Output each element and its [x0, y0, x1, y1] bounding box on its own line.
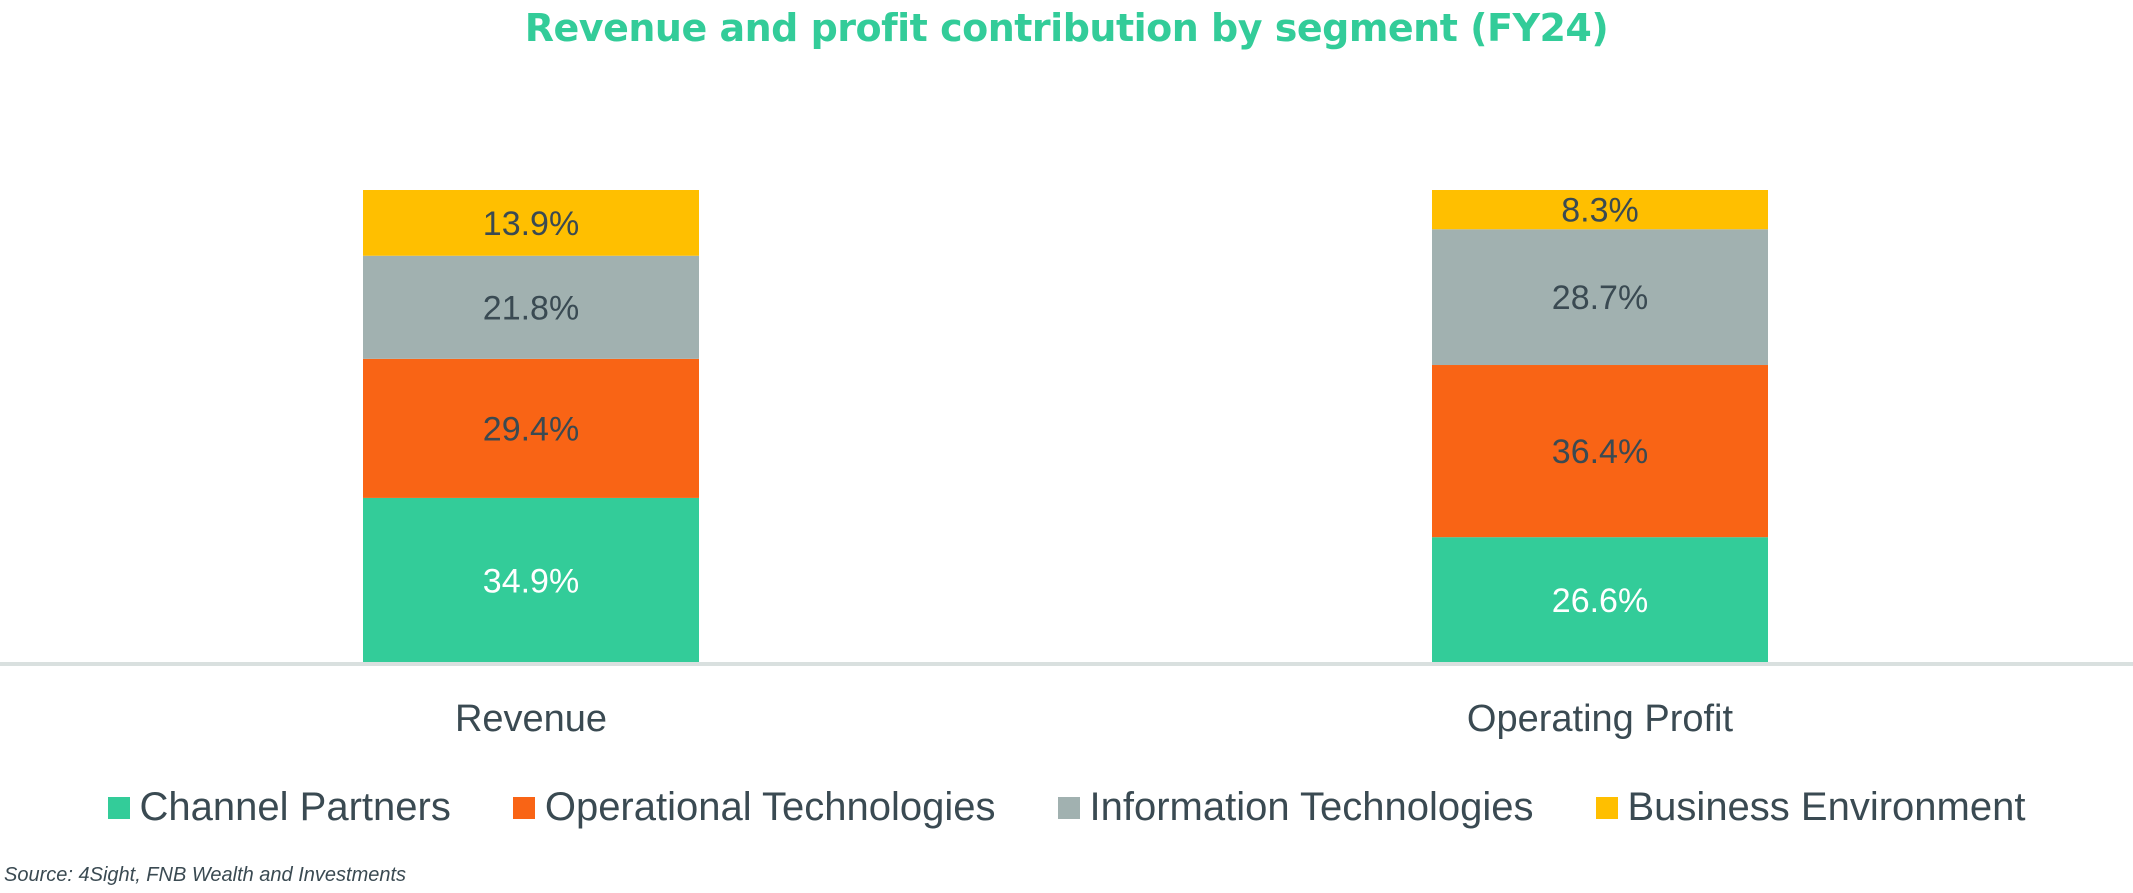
- source-note: Source: 4Sight, FNB Wealth and Investmen…: [4, 864, 407, 886]
- data-label: 26.6%: [1552, 582, 1648, 620]
- data-label: 8.3%: [1561, 192, 1639, 230]
- bar-segment: [363, 190, 699, 256]
- bar-segment: [1432, 365, 1768, 538]
- legend-swatch: [107, 796, 130, 819]
- category-label: Revenue: [455, 698, 607, 740]
- legend-swatch: [512, 796, 535, 819]
- bar-segment: [1432, 229, 1768, 366]
- bar-segment: [1432, 190, 1768, 230]
- data-label: 29.4%: [483, 410, 579, 448]
- data-label: 34.9%: [483, 562, 579, 600]
- bar-segment: [363, 497, 699, 663]
- data-label: 36.4%: [1552, 433, 1648, 471]
- legend-label: Information Technologies: [1089, 785, 1534, 829]
- bar-segment: [1432, 537, 1768, 663]
- legend-label: Business Environment: [1627, 785, 2026, 829]
- legend-item: Business Environment: [1595, 785, 2026, 830]
- legend-swatch: [1595, 796, 1618, 819]
- legend-label: Operational Technologies: [544, 785, 996, 829]
- legend: Channel Partners Operational Technologies…: [0, 785, 2133, 830]
- data-label: 21.8%: [483, 289, 579, 327]
- legend-item: Channel Partners: [107, 785, 451, 830]
- labels-layer: 34.9% 29.4% 21.8% 13.9% Revenue 26.6% 36.4% 28.…: [455, 192, 1734, 740]
- bar-segment: [363, 358, 699, 498]
- bars-layer: [363, 190, 1768, 663]
- bar-segment: [363, 255, 699, 359]
- chart-title: Revenue and profit contribution by segme…: [524, 6, 1609, 50]
- data-label: 13.9%: [483, 205, 579, 243]
- legend-item: Operational Technologies: [512, 785, 996, 830]
- category-label: Operating Profit: [1467, 698, 1734, 740]
- legend-item: Information Technologies: [1057, 785, 1534, 830]
- legend-label: Channel Partners: [139, 785, 451, 829]
- data-label: 28.7%: [1552, 279, 1648, 317]
- legend-swatch: [1057, 796, 1080, 819]
